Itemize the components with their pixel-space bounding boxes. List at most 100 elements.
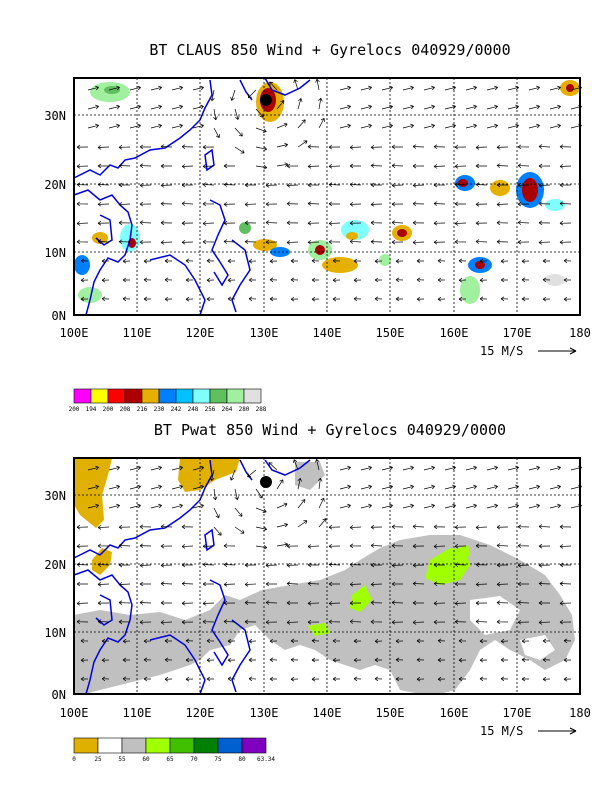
- wind-vector-arrow: [97, 182, 110, 187]
- ytick-label: 20N: [44, 558, 66, 572]
- wind-vector-arrow: [454, 601, 467, 606]
- wind-vector-arrow: [528, 104, 540, 110]
- wind-vector-arrow: [496, 562, 509, 568]
- wind-vector-arrow: [181, 544, 194, 549]
- wind-vector-arrow: [349, 619, 362, 624]
- wind-vector-arrow: [171, 123, 183, 129]
- wind-vector-arrow: [223, 582, 236, 587]
- wind-vector-arrow: [328, 562, 341, 567]
- wind-vector-arrow: [317, 477, 323, 490]
- wind-vector-arrow: [339, 503, 351, 509]
- wind-vector-arrow: [412, 201, 425, 207]
- wind-vector-arrow: [150, 104, 162, 110]
- wind-vector-arrow: [143, 296, 152, 302]
- xtick-label: 120E: [186, 326, 215, 340]
- wind-vector-arrow: [475, 543, 488, 549]
- wind-vector-arrow: [192, 85, 204, 91]
- wind-vector-arrow: [559, 239, 572, 245]
- wind-vector-arrow: [192, 484, 204, 490]
- wind-vector-arrow: [563, 277, 571, 283]
- wind-vector-arrow: [97, 220, 110, 226]
- wind-vector-arrow: [311, 277, 320, 283]
- wind-vector-arrow: [297, 98, 303, 110]
- wind-vector-arrow: [108, 484, 120, 490]
- wind-vector-arrow: [234, 526, 245, 534]
- wind-vector-arrow: [143, 638, 152, 644]
- wind-vector-arrow: [517, 563, 530, 568]
- wind-vector-arrow: [433, 524, 446, 530]
- wind-vector-arrow: [181, 144, 194, 150]
- wind-vector-arrow: [538, 524, 551, 529]
- wind-vector-arrow: [437, 638, 446, 644]
- wind-vector-arrow: [181, 581, 194, 586]
- wind-vector-arrow: [559, 562, 572, 568]
- wind-vector-arrow: [479, 258, 488, 264]
- wind-vector-arrow: [538, 600, 551, 606]
- wind-vector-arrow: [139, 543, 152, 549]
- wind-vector-arrow: [374, 638, 383, 644]
- wind-vector-arrow: [381, 484, 393, 490]
- colorbar-swatch: [107, 388, 126, 404]
- wind-vector-arrow: [160, 600, 173, 606]
- wind-vector-arrow: [223, 619, 236, 624]
- wind-vector-arrow: [265, 563, 278, 568]
- wind-vector-arrow: [370, 562, 383, 568]
- wind-vector-arrow: [465, 104, 477, 110]
- wind-vector-arrow: [286, 201, 299, 207]
- xtick-label: 170E: [503, 706, 532, 720]
- wind-vector-arrow: [538, 220, 551, 226]
- colorbar: 200 194 200 208 216 230 242 248 256 264 280 288: [69, 388, 267, 413]
- wind-vector-arrow: [80, 638, 89, 644]
- wind-vector-arrow: [318, 117, 325, 129]
- wind-vector-arrow: [276, 122, 288, 129]
- wind-vector-arrow: [87, 465, 99, 471]
- wind-vector-arrow: [290, 638, 299, 644]
- wind-vector-arrow: [423, 484, 435, 490]
- wind-vector-arrow: [402, 85, 414, 91]
- wind-vector-arrow: [496, 239, 509, 245]
- xtick-label: 160E: [440, 706, 469, 720]
- wind-vector-arrow: [108, 503, 120, 509]
- wind-vector-arrow: [486, 104, 498, 110]
- wind-vector-arrow: [255, 507, 267, 514]
- wind-vector-arrow: [286, 240, 299, 245]
- xtick-label: 130E: [250, 706, 279, 720]
- wind-vector-arrow: [139, 201, 152, 207]
- wind-vector-arrow: [101, 277, 110, 283]
- wind-vector-arrow: [391, 563, 404, 568]
- wind-vector-arrow: [339, 104, 351, 110]
- wind-vector-arrow: [181, 201, 194, 206]
- x-axis-labels: 100E 110E 120E 130E 140E 150E 160E 170E …: [60, 706, 591, 720]
- wind-vector-arrow: [129, 123, 141, 129]
- wind-vector-arrow: [307, 544, 320, 549]
- wind-vector-arrow: [528, 85, 540, 91]
- wind-vector-arrow: [416, 657, 425, 663]
- wind-vector-arrow: [202, 543, 215, 549]
- wind-vector-arrow: [213, 507, 220, 519]
- wind-vector-arrow: [549, 484, 561, 490]
- wind-vector-arrow: [265, 581, 278, 587]
- wind-vector-arrow: [101, 296, 110, 302]
- wind-vector-arrow: [353, 657, 362, 663]
- wind-vector-arrow: [500, 258, 509, 264]
- xtick-label: 100E: [60, 706, 89, 720]
- ytick-label: 0N: [52, 309, 66, 323]
- wind-vector-arrow: [528, 123, 540, 129]
- wind-vector-arrow: [433, 144, 446, 150]
- wind-vector-arrow: [370, 144, 383, 150]
- wind-vector-arrow: [97, 239, 110, 244]
- wind-vector-arrow: [192, 104, 204, 110]
- wind-vector-arrow: [542, 277, 551, 283]
- wind-vector-arrow: [559, 182, 572, 188]
- wind-vector-arrow: [181, 562, 194, 568]
- wind-vector-arrow: [528, 484, 540, 490]
- wind-vector-arrow: [416, 676, 425, 682]
- wind-vector-arrow: [315, 78, 320, 91]
- wind-vector-arrow: [559, 601, 572, 606]
- wind-vector-arrow: [171, 465, 183, 471]
- wind-vector-arrow: [286, 220, 299, 226]
- xtick-label: 170E: [503, 326, 532, 340]
- wind-vector-arrow: [160, 163, 173, 169]
- wind-vector-arrow: [307, 220, 320, 226]
